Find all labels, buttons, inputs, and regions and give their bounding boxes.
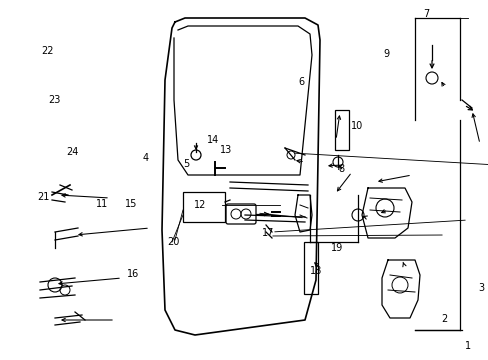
Text: 11: 11 [95,199,108,210]
Bar [304,242,317,294]
Text: 6: 6 [298,77,304,87]
Bar [334,110,348,150]
Text: 9: 9 [383,49,388,59]
Text: 3: 3 [478,283,484,293]
Text: 12: 12 [194,200,206,210]
Text: 13: 13 [219,145,232,156]
Text: 5: 5 [183,159,188,169]
Text: 2: 2 [440,314,446,324]
Text: 21: 21 [37,192,49,202]
Text: 15: 15 [124,199,137,210]
Text: 23: 23 [48,95,61,105]
Text: 16: 16 [126,269,139,279]
Text: 10: 10 [350,121,363,131]
Text: 14: 14 [206,135,219,145]
Text: 8: 8 [338,164,344,174]
Text: 20: 20 [167,237,180,247]
Text: 7: 7 [423,9,428,19]
Text: 19: 19 [330,243,343,253]
Text: 24: 24 [66,147,79,157]
Text: 18: 18 [309,266,322,276]
Bar [183,192,224,222]
Text: 17: 17 [261,228,274,238]
Text: 22: 22 [41,46,54,56]
Text: 1: 1 [465,341,470,351]
Text: 4: 4 [142,153,148,163]
